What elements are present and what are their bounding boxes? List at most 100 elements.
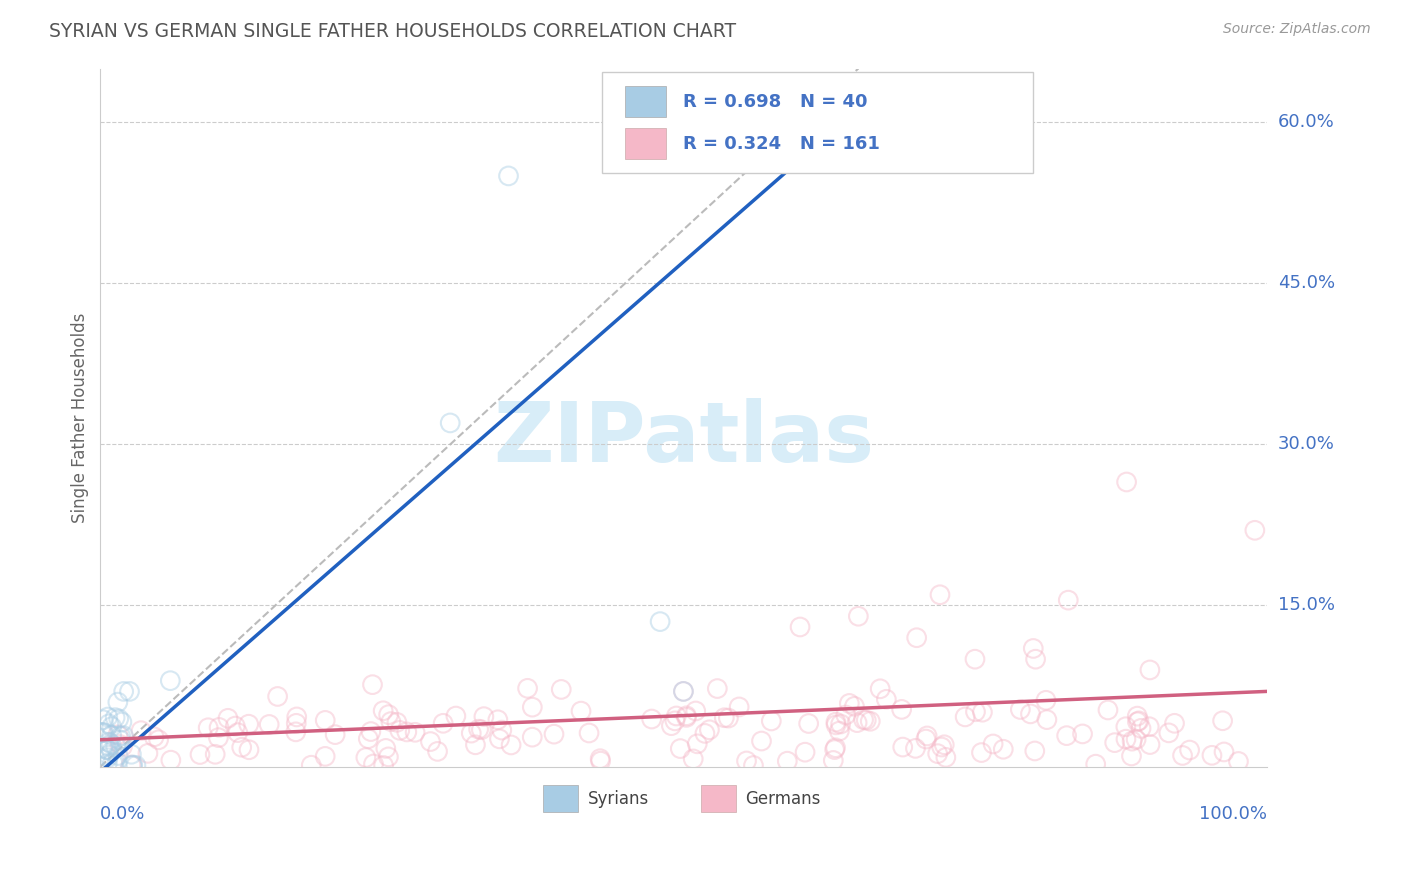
Point xyxy=(419,734,441,748)
Point xyxy=(823,754,845,768)
Point xyxy=(111,739,134,754)
Point xyxy=(100,728,122,742)
Point xyxy=(464,738,486,752)
Point xyxy=(1178,743,1201,757)
Text: SYRIAN VS GERMAN SINGLE FATHER HOUSEHOLDS CORRELATION CHART: SYRIAN VS GERMAN SINGLE FATHER HOUSEHOLD… xyxy=(49,22,737,41)
Point xyxy=(713,711,735,725)
Point xyxy=(728,700,751,714)
Point xyxy=(188,747,211,762)
Point xyxy=(97,751,120,765)
Point xyxy=(148,732,170,747)
Point xyxy=(226,725,249,739)
Point xyxy=(672,684,695,698)
Point xyxy=(516,681,538,696)
Point xyxy=(569,704,592,718)
Point xyxy=(120,747,142,762)
Point xyxy=(1201,748,1223,763)
Point xyxy=(439,416,461,430)
Point xyxy=(266,690,288,704)
Point xyxy=(96,742,118,756)
Point xyxy=(299,758,322,772)
Point xyxy=(97,748,120,763)
Point xyxy=(314,749,336,764)
Point xyxy=(935,750,957,764)
Point xyxy=(100,720,122,734)
Point xyxy=(706,681,728,696)
Point xyxy=(641,712,664,726)
Point xyxy=(385,715,408,730)
Point xyxy=(1025,652,1047,666)
Point xyxy=(648,615,671,629)
Point xyxy=(825,715,848,730)
Point xyxy=(1171,748,1194,763)
Point xyxy=(665,709,688,723)
Point xyxy=(208,720,231,734)
Point xyxy=(204,747,226,762)
Point xyxy=(97,710,120,724)
Point xyxy=(120,758,142,772)
Point xyxy=(848,609,870,624)
Point xyxy=(682,752,704,766)
Point xyxy=(751,734,773,748)
Point xyxy=(835,708,858,723)
Point xyxy=(100,744,122,758)
Point xyxy=(108,738,131,752)
Point xyxy=(797,716,820,731)
Point xyxy=(543,727,565,741)
Point xyxy=(121,758,143,772)
Point xyxy=(470,723,492,737)
Point xyxy=(105,755,128,769)
Bar xyxy=(626,128,666,160)
Point xyxy=(1010,702,1032,716)
Text: 60.0%: 60.0% xyxy=(1278,113,1334,131)
Point xyxy=(890,702,912,716)
Point xyxy=(965,705,987,719)
Point xyxy=(136,747,159,761)
Point xyxy=(859,714,882,729)
Point xyxy=(112,684,135,698)
Bar xyxy=(702,786,735,812)
Point xyxy=(1071,727,1094,741)
Point xyxy=(1227,755,1250,769)
Point xyxy=(104,710,127,724)
Point xyxy=(1115,720,1137,734)
Point xyxy=(993,742,1015,756)
Point xyxy=(852,713,875,727)
Point xyxy=(1104,736,1126,750)
Point xyxy=(323,728,346,742)
Point xyxy=(717,711,740,725)
Point xyxy=(1084,757,1107,772)
Text: Syrians: Syrians xyxy=(588,789,650,807)
Point xyxy=(96,756,118,771)
Point xyxy=(472,709,495,723)
Point xyxy=(284,724,307,739)
Point xyxy=(776,754,799,768)
Point xyxy=(1139,663,1161,677)
Point xyxy=(224,719,246,733)
Point xyxy=(444,709,467,723)
Point xyxy=(1125,732,1147,747)
Point xyxy=(93,726,115,740)
Point xyxy=(107,728,129,742)
Point xyxy=(855,713,877,727)
Point xyxy=(1056,729,1078,743)
Point xyxy=(661,719,683,733)
Point xyxy=(107,695,129,709)
Point xyxy=(824,742,846,756)
Point xyxy=(1126,709,1149,723)
Point xyxy=(96,743,118,757)
Point xyxy=(1019,706,1042,721)
Text: R = 0.324   N = 161: R = 0.324 N = 161 xyxy=(683,135,880,153)
Point xyxy=(118,684,141,698)
Point xyxy=(830,717,852,731)
Point xyxy=(467,722,489,736)
Point xyxy=(404,725,426,739)
Point xyxy=(159,673,181,688)
Point xyxy=(735,754,758,768)
Point xyxy=(672,684,695,698)
Point xyxy=(1057,593,1080,607)
Point xyxy=(498,169,520,183)
Point xyxy=(143,730,166,744)
Text: 30.0%: 30.0% xyxy=(1278,435,1334,453)
Point xyxy=(1115,732,1137,747)
